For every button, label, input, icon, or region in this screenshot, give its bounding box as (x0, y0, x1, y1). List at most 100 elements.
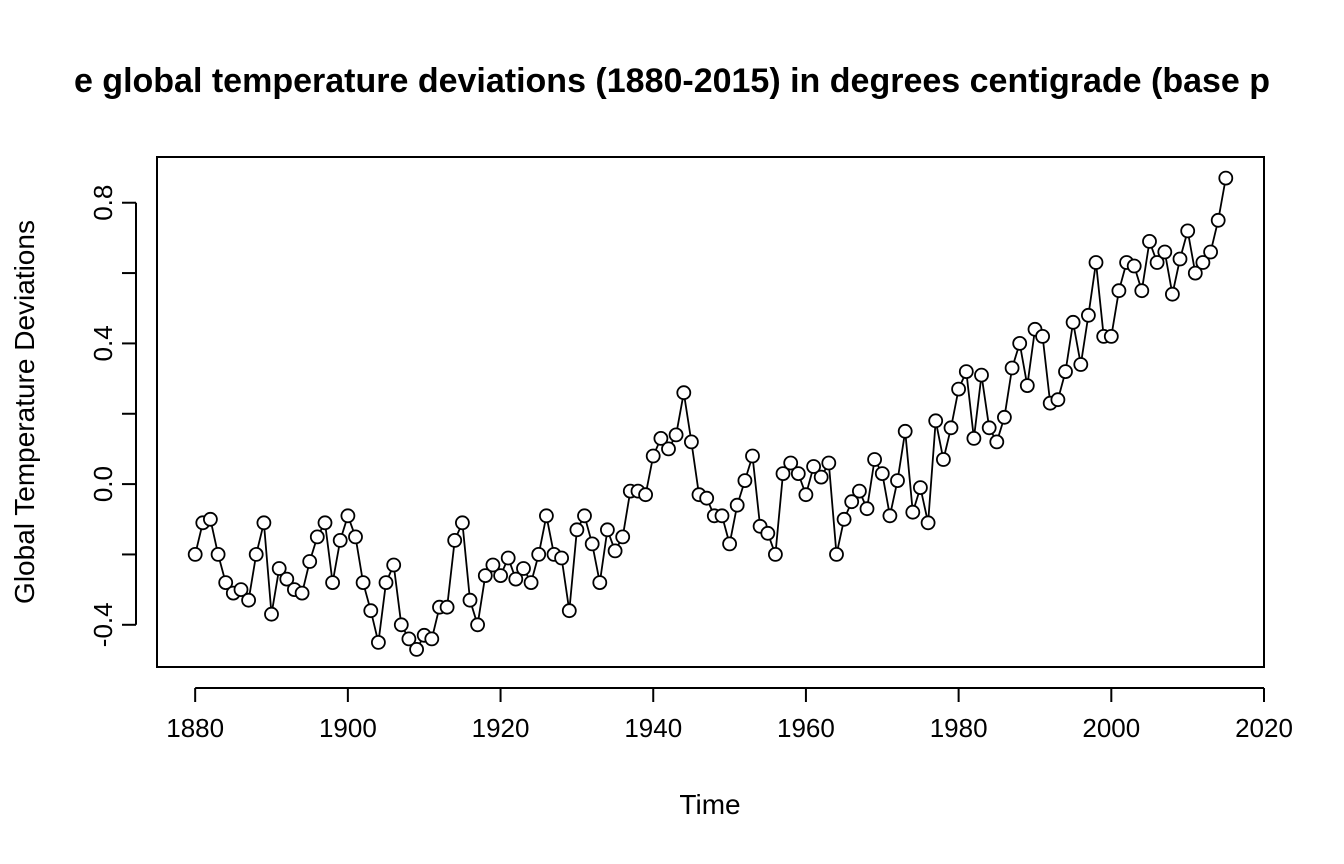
data-point (890, 473, 905, 489)
data-point (409, 642, 425, 657)
x-axis: 1880 1900 1920 1940 1960 1980 2000 2020 (166, 687, 1293, 743)
data-point (554, 550, 569, 566)
data-point (569, 522, 585, 538)
data-point (439, 599, 455, 615)
y-tick-label: 0.0 (88, 466, 118, 502)
data-point (882, 508, 898, 524)
data-point (905, 504, 921, 520)
x-tick-label: 1960 (777, 713, 835, 743)
data-point (1035, 328, 1050, 344)
series-line (194, 177, 1227, 652)
data-point (539, 508, 554, 524)
data-point (600, 522, 615, 538)
y-tick-label: 0.8 (88, 185, 118, 221)
data-point (592, 575, 608, 590)
data-points (187, 170, 1234, 657)
data-point (1165, 286, 1180, 302)
data-point (951, 381, 966, 397)
data-point (897, 423, 913, 439)
data-point (493, 568, 509, 583)
data-point (668, 427, 684, 443)
data-point (241, 592, 257, 608)
data-point (340, 508, 356, 524)
plot-box (156, 156, 1265, 668)
data-point (1058, 364, 1073, 380)
data-point (1149, 255, 1165, 270)
data-point (1012, 335, 1028, 351)
data-point (760, 525, 776, 541)
data-point (913, 480, 928, 496)
data-point (1065, 314, 1081, 330)
data-point (615, 529, 631, 545)
data-point (370, 635, 386, 650)
data-point (1050, 392, 1066, 408)
y-tick-label: 0.4 (88, 325, 118, 361)
data-point (729, 497, 745, 513)
data-point (607, 543, 623, 559)
data-point (485, 557, 501, 573)
data-point (386, 557, 402, 573)
data-point (653, 430, 669, 446)
x-axis-label: Time (679, 789, 740, 820)
data-point (989, 434, 1005, 450)
data-point (676, 385, 692, 401)
x-tick-label: 1900 (319, 713, 377, 743)
data-point (447, 533, 463, 548)
data-point (661, 441, 676, 457)
data-point (264, 606, 279, 622)
data-point (1103, 328, 1119, 344)
data-point (248, 547, 264, 562)
data-point (187, 547, 203, 562)
data-point (424, 631, 440, 647)
x-tick-label: 1920 (472, 713, 530, 743)
y-axis: -0.4 0.0 0.4 0.8 (88, 185, 137, 647)
data-point (1218, 170, 1234, 186)
data-point (844, 494, 860, 510)
data-point (1134, 283, 1150, 299)
data-point (722, 536, 737, 552)
data-point (920, 515, 936, 531)
data-point (378, 575, 394, 590)
data-point (210, 547, 226, 562)
data-point (783, 455, 799, 471)
data-point (981, 420, 997, 436)
y-tick-label: -0.4 (88, 602, 118, 647)
data-point (997, 409, 1012, 425)
data-point (790, 466, 806, 482)
data-point (1203, 244, 1218, 260)
data-point (836, 511, 852, 527)
data-point (393, 617, 409, 633)
x-tick-label: 2020 (1235, 713, 1293, 743)
data-point (936, 452, 951, 467)
data-point (531, 547, 547, 562)
data-point (1126, 258, 1142, 274)
data-point (516, 561, 531, 576)
data-point (1195, 255, 1211, 270)
data-point (768, 547, 783, 562)
data-point (1142, 233, 1157, 249)
data-point (256, 515, 272, 531)
data-point (1111, 283, 1127, 299)
data-point (745, 448, 760, 464)
data-point (928, 413, 944, 429)
data-point (1180, 223, 1196, 239)
data-point (645, 448, 661, 464)
data-point (309, 529, 325, 545)
data-point (638, 487, 653, 503)
data-point (584, 536, 600, 552)
data-point (462, 592, 478, 608)
data-point (714, 508, 730, 524)
data-point (1088, 255, 1104, 270)
chart-title: e global temperature deviations (1880-20… (74, 62, 1270, 100)
data-point (1187, 265, 1203, 281)
data-point (859, 501, 875, 517)
data-point (737, 473, 753, 489)
data-point (332, 533, 348, 548)
data-point (1210, 212, 1226, 228)
data-point (974, 367, 989, 383)
data-point (1004, 360, 1020, 376)
data-point (363, 603, 379, 619)
data-point (1019, 378, 1035, 394)
data-point (958, 364, 974, 380)
data-point (943, 420, 959, 436)
